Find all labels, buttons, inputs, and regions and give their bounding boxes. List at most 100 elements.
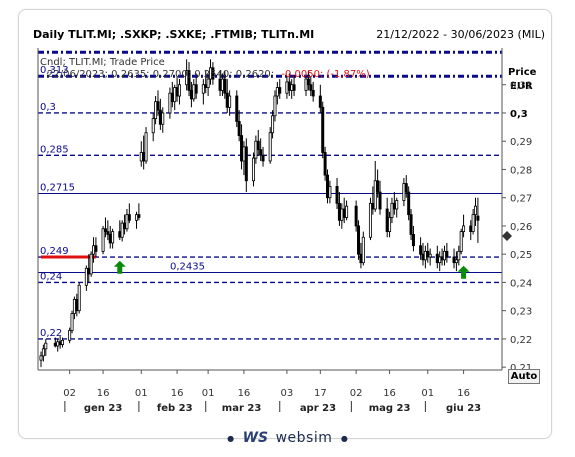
candle-body — [223, 78, 227, 94]
candle — [68, 327, 72, 344]
candle — [471, 209, 475, 235]
candle-body — [287, 81, 291, 91]
candle-body — [189, 89, 193, 100]
candle-body — [251, 157, 255, 182]
candle-body — [452, 256, 456, 264]
candle-body — [158, 109, 162, 125]
x-day-label: 01 — [202, 388, 215, 399]
candle-body — [371, 202, 375, 210]
x-month-label: feb 23 — [157, 403, 193, 414]
candle — [139, 141, 143, 167]
candle-body — [111, 231, 115, 244]
candle-body — [309, 84, 313, 91]
candle — [142, 135, 146, 170]
candle — [368, 197, 372, 241]
candle — [345, 200, 349, 221]
candle-body — [240, 135, 244, 162]
dot-icon: ● — [340, 433, 348, 443]
x-day-label: 03 — [281, 388, 294, 399]
x-day-label: 02 — [350, 388, 363, 399]
candle — [92, 237, 96, 263]
candle — [421, 242, 425, 266]
level-label: 0,3 — [40, 102, 56, 113]
candle-body — [457, 250, 461, 261]
candle — [118, 220, 122, 241]
auto-scale-button[interactable]: Auto — [508, 369, 540, 384]
candle — [268, 127, 272, 164]
y-tick-label: 0,23 — [510, 307, 532, 318]
y-tick-label: 0,21 — [510, 363, 532, 374]
candle — [254, 135, 258, 164]
x-month-label: apr 23 — [300, 403, 336, 414]
candle-body — [123, 222, 127, 230]
candle — [137, 203, 141, 221]
candle-body — [177, 84, 181, 97]
y-tick-label: 0,31 — [510, 81, 532, 92]
candle — [206, 73, 210, 97]
candle-body — [225, 92, 229, 108]
candle-body — [244, 146, 248, 182]
candle — [457, 245, 461, 266]
current-price-marker — [502, 231, 512, 241]
candle-body — [268, 132, 272, 162]
candle-body — [304, 78, 308, 91]
candle — [340, 203, 344, 229]
candle-body — [318, 95, 322, 108]
candle-body — [378, 191, 382, 210]
candle — [325, 169, 329, 204]
candle-body — [273, 95, 277, 117]
candle-body — [72, 298, 76, 314]
candle — [192, 79, 196, 102]
candle-body — [103, 228, 107, 232]
candle — [342, 197, 346, 224]
buy-arrow-icon — [113, 260, 126, 274]
candle — [318, 84, 322, 113]
candle — [259, 138, 263, 161]
candle-body — [469, 225, 473, 232]
candle — [407, 186, 411, 221]
candle-body — [368, 202, 372, 238]
candle-body — [285, 81, 289, 94]
candle — [290, 79, 294, 99]
candle-body — [335, 186, 339, 204]
candle — [41, 344, 45, 362]
candle-body — [120, 222, 124, 238]
candle-body — [256, 140, 260, 151]
candle-body — [101, 228, 105, 252]
dot-icon: ● — [227, 433, 235, 443]
candle-body — [292, 84, 296, 91]
candle-body — [321, 106, 325, 153]
candle-body — [161, 112, 165, 125]
x-day-label: 16 — [171, 388, 184, 399]
candle — [101, 225, 105, 255]
x-month-label: gen 23 — [84, 403, 122, 414]
candle — [426, 242, 430, 263]
candle — [335, 177, 339, 209]
y-tick-label: 0,29 — [510, 137, 532, 148]
candle-body — [411, 234, 415, 247]
candle — [474, 197, 478, 226]
candle-body — [459, 231, 463, 252]
candle-body — [108, 234, 112, 244]
candle-body — [168, 92, 172, 114]
candle — [445, 242, 449, 263]
websim-logo-icon: WS — [242, 430, 269, 446]
candle — [189, 81, 193, 108]
candle — [173, 84, 177, 111]
candle — [84, 265, 88, 291]
y-axis-title: Price — [508, 67, 537, 78]
candle — [337, 192, 341, 226]
candle — [435, 245, 439, 269]
candle-body — [118, 231, 122, 238]
y-tick-label: 0,27 — [510, 194, 532, 205]
candle-body — [290, 84, 294, 91]
candle — [373, 160, 377, 212]
candle — [89, 251, 93, 277]
candle-body — [187, 70, 191, 91]
candle — [476, 197, 480, 243]
candle — [271, 110, 275, 139]
y-tick-label: 0,26 — [510, 222, 532, 233]
candle-body — [392, 202, 396, 210]
brand-name[interactable]: websim — [275, 430, 333, 446]
